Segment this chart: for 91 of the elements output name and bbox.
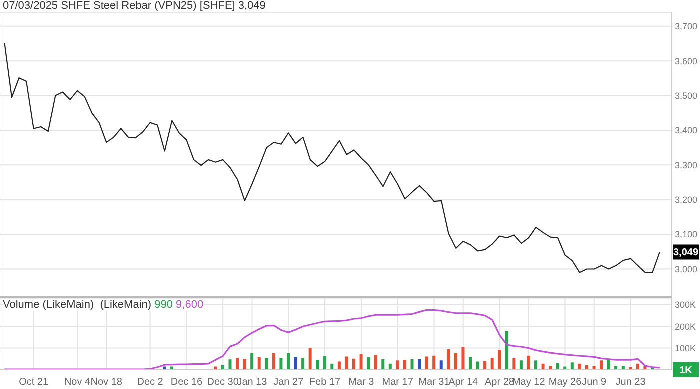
annotation: 3,049 [673,248,699,259]
bar [250,353,254,370]
bar [352,358,356,370]
y-tick-label: 3,700 [675,22,698,32]
bar [272,353,276,370]
bar [484,361,487,370]
bar [447,349,450,370]
y-tick-label: 100K [675,344,696,354]
bar [367,357,370,370]
bar [534,360,538,370]
y-tick-label: 200K [675,322,696,332]
bar [410,359,414,370]
bar [490,358,494,370]
line-series [4,42,660,274]
bar [302,358,305,370]
x-tick-label: Nov 4 [64,377,92,388]
x-tick-label: Apr 28 [485,377,515,388]
y-tick-label: 3,500 [675,90,698,101]
y-tick-label: 3,200 [675,195,698,206]
x-tick-label: Mar 31 [418,377,450,388]
bar [454,353,458,370]
bar [520,360,523,370]
bar [360,354,363,370]
x-tick-label: Jan 13 [237,377,268,388]
bar [163,366,166,370]
bar [418,359,422,370]
bar [243,359,246,370]
x-tick-label: Jan 27 [274,377,304,388]
bar [345,356,348,370]
bar [425,356,428,370]
x-tick-label: Mar 17 [382,377,414,388]
bar [221,365,224,370]
bar [388,364,392,370]
bar [374,355,378,370]
bar [462,347,465,370]
bar [338,362,341,370]
bar [570,362,574,370]
bar [468,357,472,370]
bar [512,358,516,370]
bar [564,366,567,370]
bar [600,360,604,370]
x-tick-label: May 12 [512,377,546,388]
x-tick-label: Jun 9 [582,377,608,388]
bar [527,356,530,370]
bar [542,364,545,370]
annotation: 9,600 [175,299,204,312]
x-tick-label: Mar 3 [348,377,375,388]
y-tick-label: 3,400 [675,126,698,136]
bar [505,330,508,370]
x-tick-label: Nov 18 [90,377,123,388]
y-tick-label: 3,000 [675,264,698,274]
x-tick-label: Dec 2 [137,377,164,388]
bar [294,357,298,370]
x-tick-label: Jun 23 [616,377,646,388]
x-tick-label: Dec 16 [170,377,203,388]
bar [170,366,174,370]
bar [236,358,240,370]
bar [440,360,443,370]
bar [636,364,640,370]
bar [578,364,582,370]
y-tick-label: 300K [675,300,696,310]
bar [214,366,218,370]
chart-title: 07/03/2025 SHFE Steel Rebar (VPN25) [SHFE] 3,049 [3,0,266,12]
bar [403,360,406,370]
line-series [4,309,661,370]
bar [396,360,400,370]
annotation: 990 [154,299,173,312]
y-tick-label: 3,300 [675,160,698,170]
x-tick-label: Apr 14 [448,377,479,388]
bar [265,358,268,370]
bar [432,356,436,370]
bar [228,360,232,370]
bar [286,353,290,370]
chart-title: Volume (LikeMain) (LikeMain) [3,299,152,312]
y-tick-label: 3,100 [675,230,698,240]
bar [316,360,320,370]
bar [258,357,261,370]
bar [476,362,480,370]
y-tick-label: 3,600 [675,56,698,66]
bar [330,364,334,370]
annotation: 1K [680,365,694,376]
bar [382,359,385,370]
bar [498,350,502,370]
bar [280,358,283,370]
bar [607,360,610,370]
x-tick-label: Oct 21 [19,377,49,388]
bar [308,348,312,370]
x-tick-label: Feb 17 [309,377,342,388]
x-tick-label: May 26 [548,377,582,388]
bar [323,356,326,370]
x-tick-label: Dec 30 [207,377,240,388]
